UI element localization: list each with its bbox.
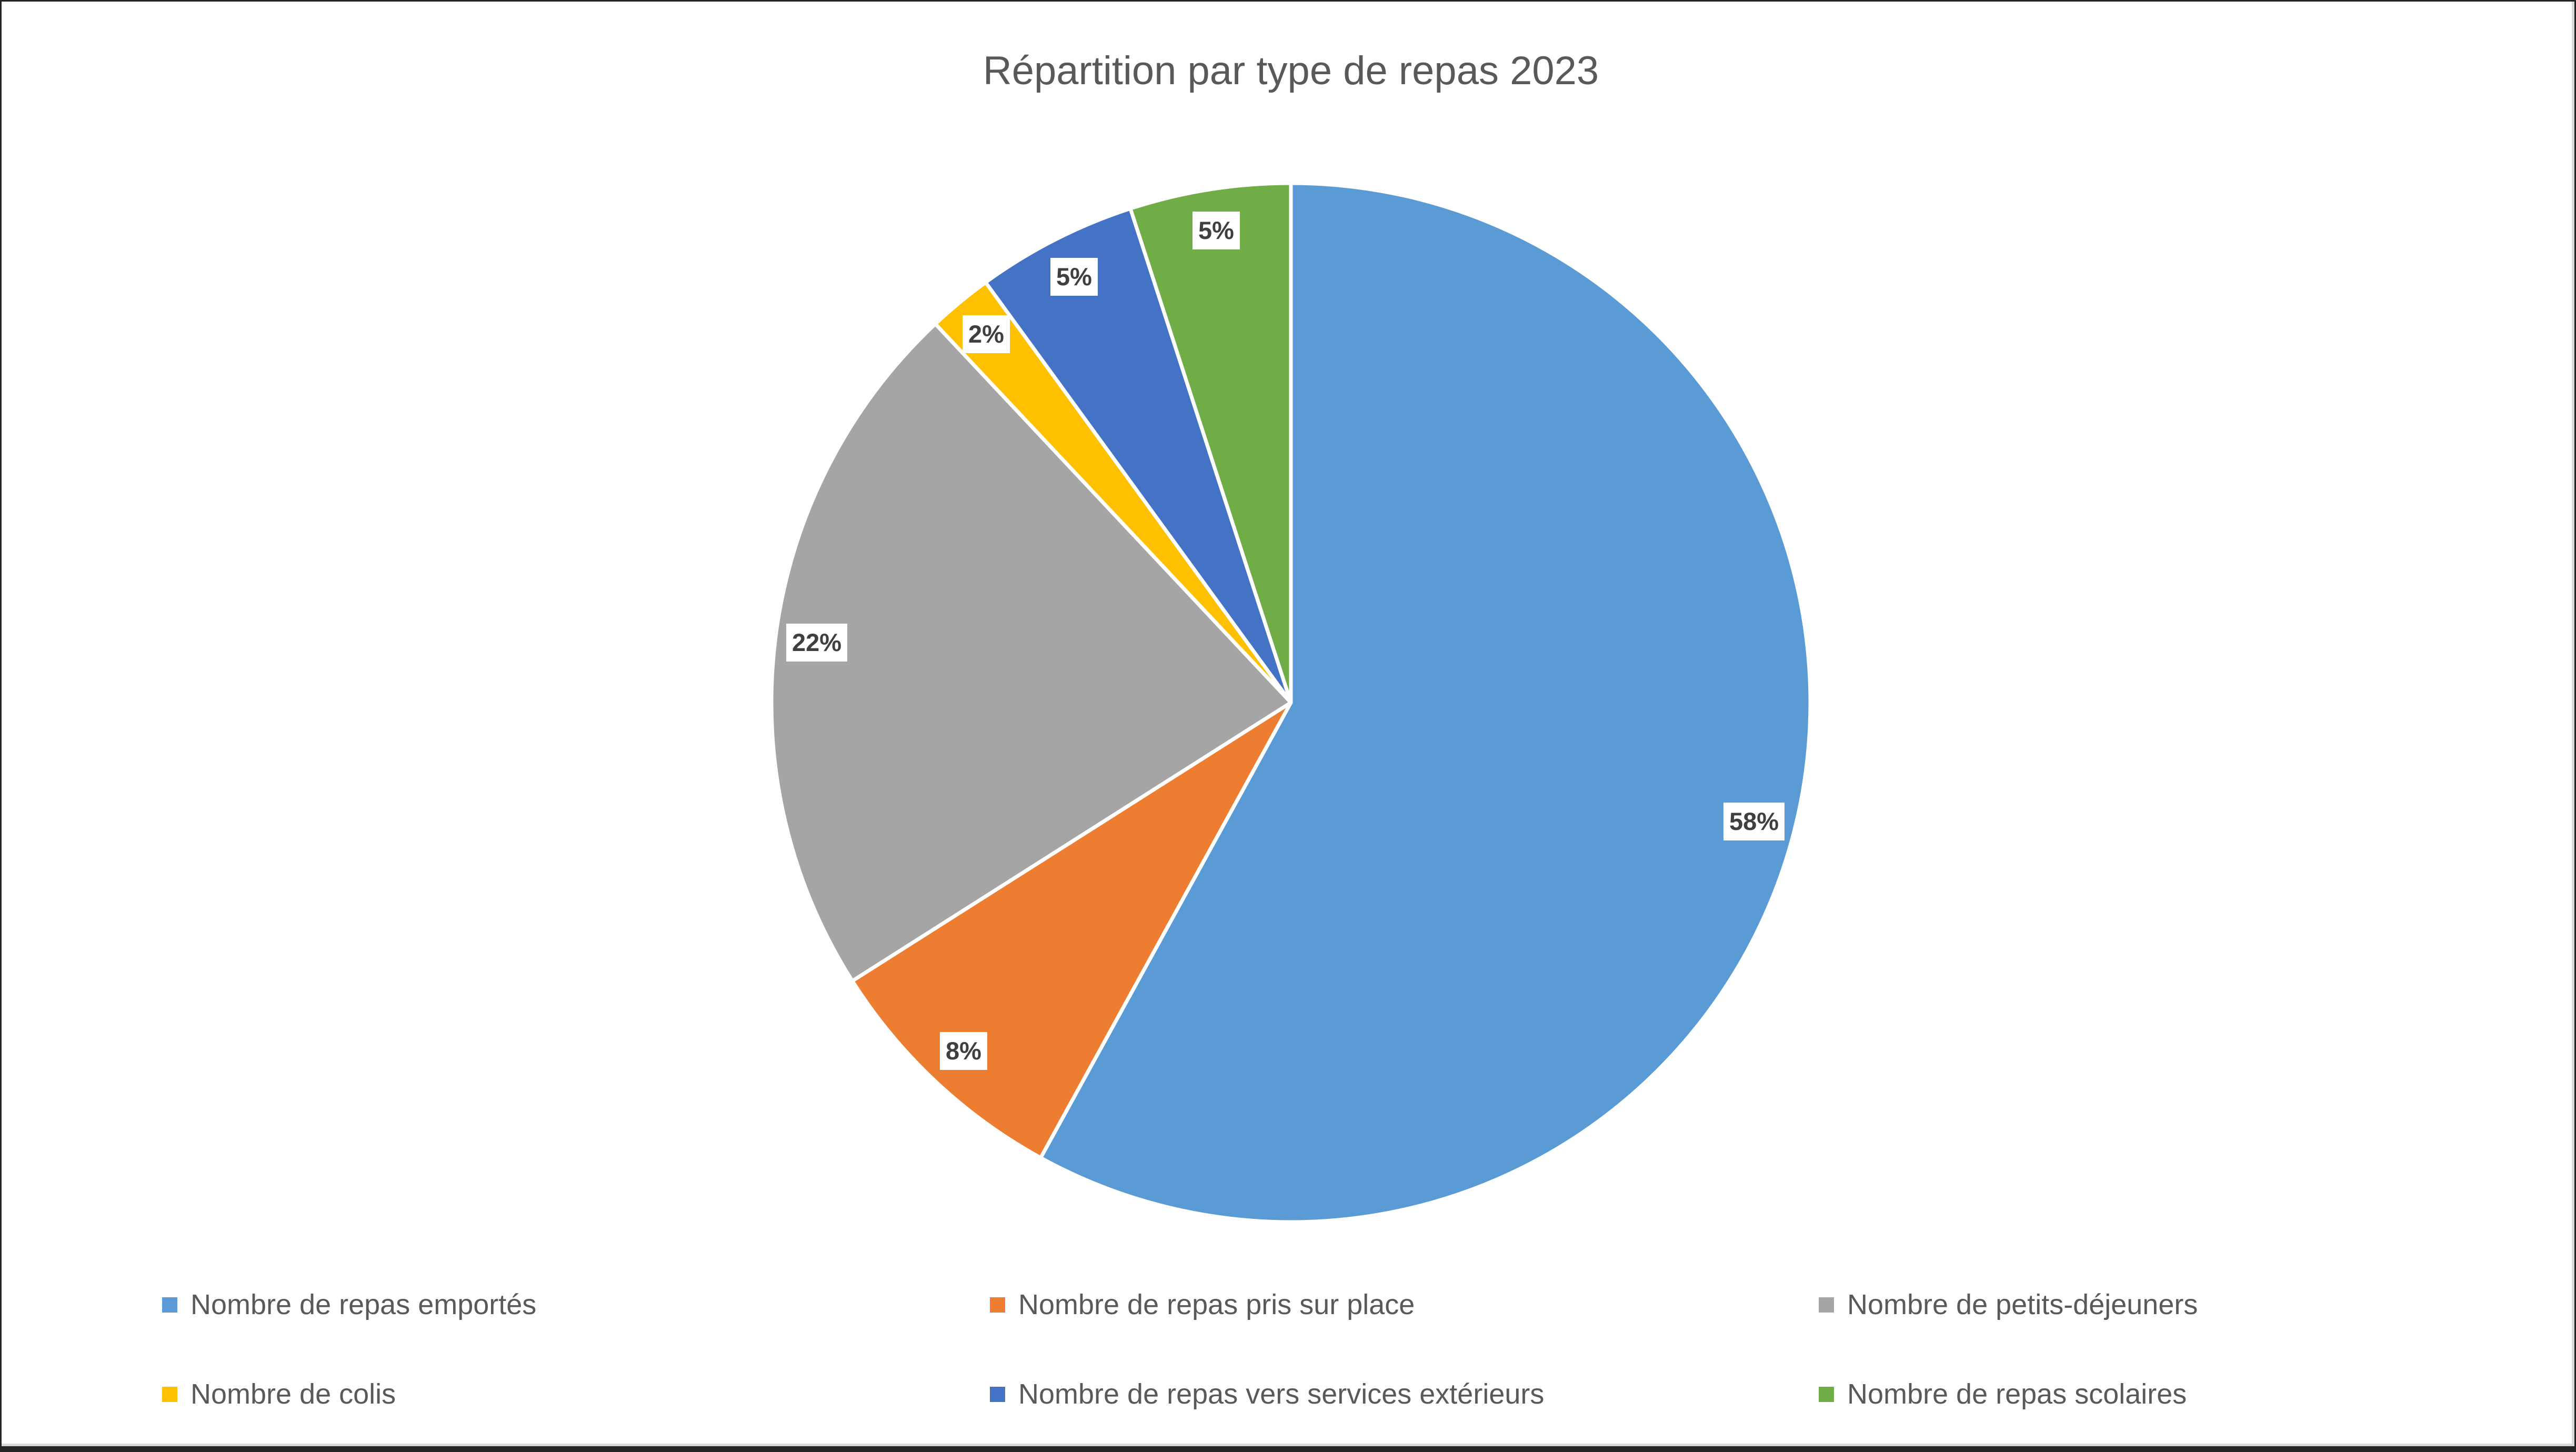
- legend-swatch-icon: [990, 1297, 1005, 1313]
- legend-item-5: Nombre de repas vers services extérieurs: [990, 1380, 1544, 1408]
- legend-swatch-icon: [1819, 1386, 1834, 1402]
- pie-slice-1: [1039, 181, 1812, 1224]
- data-label-1: 58%: [1723, 802, 1785, 841]
- legend-item-6: Nombre de repas scolaires: [1819, 1380, 2187, 1408]
- legend-swatch-icon: [990, 1386, 1005, 1402]
- pie-slice-3: [769, 322, 1293, 983]
- pie-slice-6: [1128, 181, 1293, 705]
- legend-label: Nombre de colis: [191, 1378, 396, 1410]
- legend-swatch-icon: [162, 1297, 177, 1313]
- legend-item-4: Nombre de colis: [162, 1380, 396, 1408]
- pie-slice-5: [984, 206, 1293, 705]
- data-label-2: 8%: [940, 1032, 987, 1070]
- legend-item-1: Nombre de repas emportés: [162, 1290, 536, 1319]
- legend-item-2: Nombre de repas pris sur place: [990, 1290, 1415, 1319]
- legend-label: Nombre de repas pris sur place: [1018, 1289, 1415, 1320]
- legend-label: Nombre de petits-déjeuners: [1847, 1289, 2198, 1320]
- legend-swatch-icon: [162, 1386, 177, 1402]
- legend-item-3: Nombre de petits-déjeuners: [1819, 1290, 2198, 1319]
- data-label-5: 5%: [1050, 257, 1098, 296]
- legend-label: Nombre de repas scolaires: [1847, 1378, 2187, 1410]
- legend-label: Nombre de repas vers services extérieurs: [1018, 1378, 1545, 1410]
- chart-title: Répartition par type de repas 2023: [983, 48, 1599, 93]
- data-label-4: 2%: [963, 315, 1010, 354]
- data-label-3: 22%: [786, 623, 848, 662]
- data-label-6: 5%: [1192, 211, 1240, 250]
- legend-swatch-icon: [1819, 1297, 1834, 1313]
- legend-label: Nombre de repas emportés: [191, 1289, 537, 1320]
